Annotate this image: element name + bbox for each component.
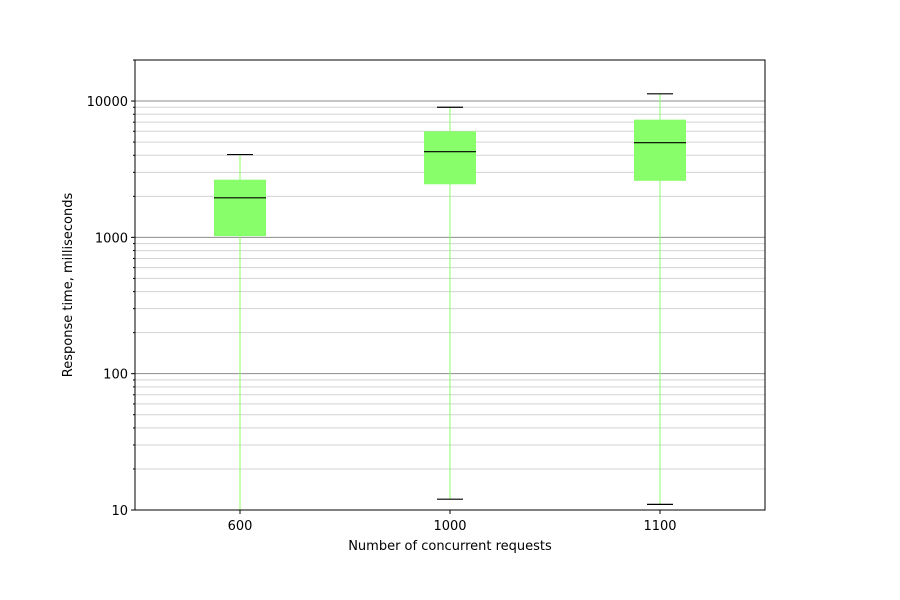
y-tick-label: 10 bbox=[111, 504, 128, 519]
iqr-box bbox=[634, 119, 686, 181]
x-axis-label: Number of concurrent requests bbox=[348, 539, 552, 554]
y-tick-label: 100 bbox=[103, 368, 128, 383]
box-1100 bbox=[634, 93, 686, 505]
y-tick-label: 10000 bbox=[87, 95, 128, 110]
box-1000 bbox=[424, 106, 476, 500]
y-axis-label: Response time, milliseconds bbox=[61, 193, 76, 378]
x-tick-label: 600 bbox=[228, 519, 253, 534]
iqr-box bbox=[424, 131, 476, 185]
x-axis-ticks: 600 1000 1100 bbox=[228, 510, 677, 534]
x-tick-label: 1000 bbox=[433, 519, 466, 534]
box-series bbox=[214, 93, 686, 510]
x-tick-label: 1100 bbox=[643, 519, 676, 534]
box-600 bbox=[214, 153, 266, 510]
y-tick-label: 1000 bbox=[95, 231, 128, 246]
y-axis-ticks: 10 100 1000 10000 bbox=[87, 59, 135, 519]
iqr-box bbox=[214, 179, 266, 237]
